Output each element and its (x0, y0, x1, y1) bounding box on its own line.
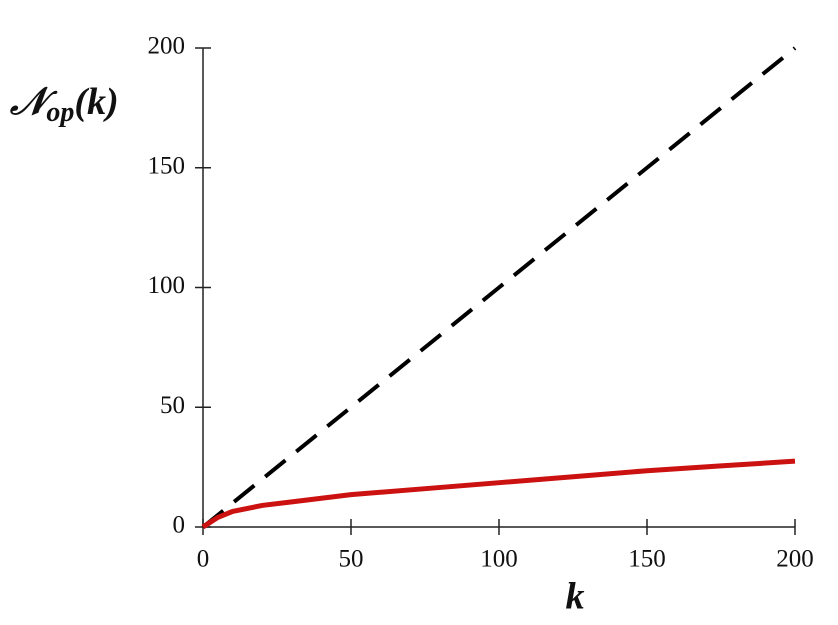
y-axis-label: 𝒩op(k) (9, 81, 119, 129)
y-tick-label: 100 (148, 272, 186, 299)
y-tick-label: 50 (160, 392, 185, 419)
series-line (201, 46, 797, 529)
x-axis-label: k (566, 576, 585, 618)
series-line (201, 458, 796, 530)
y-tick-label: 200 (148, 33, 186, 60)
y-tick-label: 150 (148, 152, 186, 179)
x-tick-label: 150 (628, 546, 666, 573)
x-tick-label: 50 (339, 546, 364, 573)
x-tick-label: 200 (776, 546, 814, 573)
y-tick-label: 0 (173, 512, 186, 539)
y-label-subscript: op (46, 97, 74, 128)
x-tick-label: 100 (480, 546, 518, 573)
y-label-argument: (k) (74, 81, 118, 123)
x-tick-label: 0 (197, 546, 210, 573)
